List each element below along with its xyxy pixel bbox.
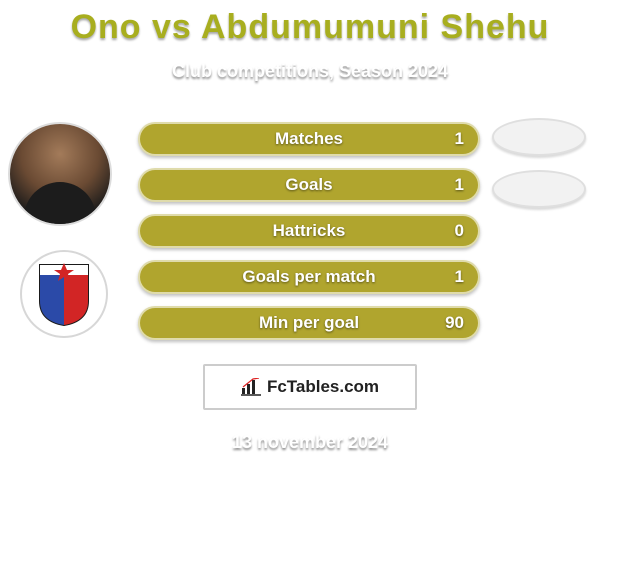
stat-label: Min per goal <box>259 313 359 333</box>
stat-bars: Matches 1 Goals 1 Hattricks 0 Goals per … <box>138 122 480 352</box>
stat-hattricks: Hattricks 0 <box>138 214 480 248</box>
opponent-pill-goals <box>492 170 586 208</box>
shield-icon <box>36 261 92 327</box>
brand-badge: FcTables.com <box>203 364 417 410</box>
stat-goals-per-match: Goals per match 1 <box>138 260 480 294</box>
player-column <box>8 122 126 338</box>
bar-chart-icon <box>241 378 261 396</box>
stat-min-per-goal: Min per goal 90 <box>138 306 480 340</box>
page-subtitle: Club competitions, Season 2024 <box>0 61 620 82</box>
stat-matches: Matches 1 <box>138 122 480 156</box>
stat-goals: Goals 1 <box>138 168 480 202</box>
stat-value: 90 <box>445 313 464 333</box>
opponent-pill-matches <box>492 118 586 156</box>
date-text: 13 november 2024 <box>0 432 620 453</box>
stat-value: 1 <box>455 267 464 287</box>
stat-label: Hattricks <box>273 221 346 241</box>
stat-value: 0 <box>455 221 464 241</box>
brand-text: FcTables.com <box>267 377 379 397</box>
stat-label: Goals per match <box>242 267 375 287</box>
club-logo <box>20 250 108 338</box>
stat-value: 1 <box>455 129 464 149</box>
player-photo <box>8 122 112 226</box>
opponent-column <box>492 118 602 222</box>
stat-value: 1 <box>455 175 464 195</box>
stat-label: Matches <box>275 129 343 149</box>
stat-label: Goals <box>285 175 332 195</box>
page-title: Ono vs Abdumumuni Shehu <box>0 0 620 47</box>
